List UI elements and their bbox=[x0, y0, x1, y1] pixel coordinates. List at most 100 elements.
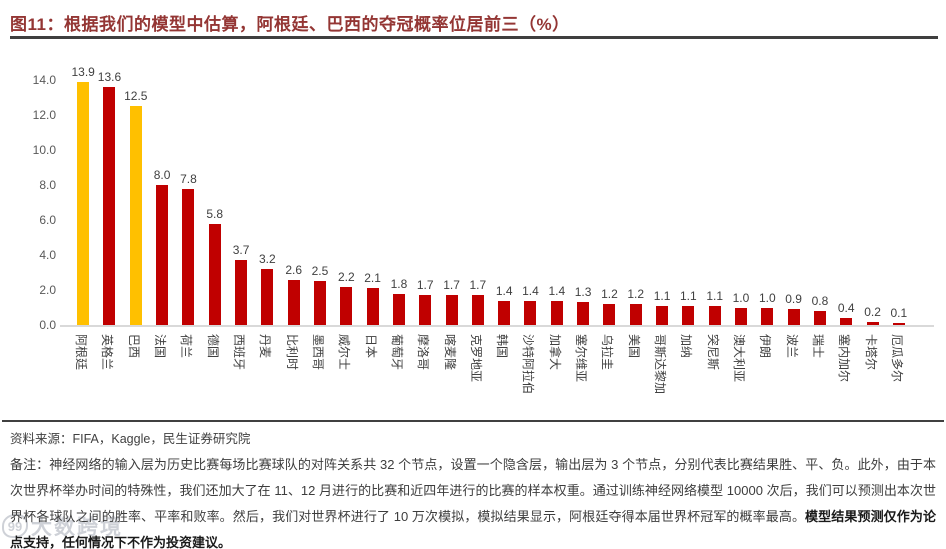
bar bbox=[392, 293, 405, 325]
bar bbox=[656, 305, 669, 325]
x-axis-label: 西班牙 bbox=[232, 334, 247, 371]
x-axis-label-slot: 加拿大 bbox=[544, 334, 570, 426]
bar bbox=[313, 281, 326, 325]
x-axis-label-slot: 加纳 bbox=[675, 334, 701, 426]
x-axis-label: 韩国 bbox=[495, 334, 510, 359]
bar bbox=[761, 307, 774, 325]
x-axis-label-slot: 克罗地亚 bbox=[465, 334, 491, 426]
bar bbox=[103, 87, 116, 325]
bar-slot: 1.7 bbox=[438, 80, 464, 325]
bar bbox=[261, 269, 274, 325]
bar-value-label: 2.6 bbox=[285, 262, 302, 277]
bar-slot: 1.0 bbox=[754, 80, 780, 325]
x-axis-label-slot: 韩国 bbox=[491, 334, 517, 426]
x-axis-labels: 阿根廷 英格兰 巴西 法国 荷兰 德国 西班牙 丹麦 比利时 墨西哥 威尔士 日本 葡萄牙 摩洛哥 喀麦隆克… bbox=[70, 334, 912, 426]
x-axis-label: 克罗地亚 bbox=[468, 334, 483, 383]
bar-value-label: 0.4 bbox=[837, 301, 855, 315]
bar bbox=[734, 307, 747, 325]
y-axis-tick-label: 10.0 bbox=[32, 143, 56, 157]
x-axis-label: 厄瓜多尔 bbox=[889, 334, 904, 383]
bar bbox=[419, 295, 432, 325]
bar-slot: 0.1 bbox=[886, 80, 912, 325]
bar-slot: 13.6 bbox=[96, 70, 122, 325]
bar-slot: 1.8 bbox=[386, 80, 412, 325]
bar-value-label: 7.8 bbox=[180, 171, 197, 186]
y-axis-tick-label: 12.0 bbox=[32, 108, 56, 122]
bar-slot: 1.2 bbox=[596, 80, 622, 325]
x-axis-label: 荷兰 bbox=[179, 334, 194, 359]
x-axis-label: 威尔士 bbox=[337, 334, 352, 371]
x-axis-label: 哥斯达黎加 bbox=[653, 334, 668, 395]
bar bbox=[603, 304, 616, 325]
bar-value-label: 2.1 bbox=[364, 271, 381, 286]
x-axis-label-slot: 墨西哥 bbox=[307, 334, 333, 426]
x-axis-label-slot: 波兰 bbox=[780, 334, 806, 426]
x-axis-label-slot: 葡萄牙 bbox=[386, 334, 412, 426]
bar-value-label: 1.1 bbox=[680, 288, 697, 303]
title-divider bbox=[10, 36, 938, 39]
x-axis-label: 加拿大 bbox=[547, 334, 562, 371]
x-axis-label-slot: 瑞士 bbox=[807, 334, 833, 426]
bar-value-label: 1.1 bbox=[706, 288, 723, 303]
bar bbox=[840, 318, 853, 325]
bar-slot: 2.6 bbox=[281, 80, 307, 325]
x-axis-label: 法国 bbox=[153, 334, 168, 359]
bar-slot: 0.4 bbox=[833, 80, 859, 325]
bar-value-label: 1.4 bbox=[522, 283, 539, 298]
bar-slot: 1.4 bbox=[517, 80, 543, 325]
bar-value-label: 8.0 bbox=[153, 168, 171, 182]
x-axis-label: 墨西哥 bbox=[310, 334, 325, 371]
figure-title: 图11：根据我们的模型中估算，阿根廷、巴西的夺冠概率位居前三（%） bbox=[10, 15, 570, 34]
bar-slot: 5.8 bbox=[202, 80, 228, 325]
x-axis-label-slot: 法国 bbox=[149, 334, 175, 426]
y-axis-tick-label: 14.0 bbox=[32, 73, 56, 87]
bar bbox=[182, 188, 195, 325]
bar-value-label: 1.7 bbox=[443, 278, 460, 293]
bar bbox=[129, 106, 142, 325]
bar-slot: 1.1 bbox=[702, 80, 728, 325]
note-text: 备注：神经网络的输入层为历史比赛每场比赛球队的对阵关系共 32 个节点，设置一个… bbox=[10, 457, 936, 524]
bar-slot: 1.7 bbox=[465, 80, 491, 325]
bar-slot: 2.2 bbox=[333, 80, 359, 325]
bar-slot: 3.7 bbox=[228, 80, 254, 325]
x-axis-label: 美国 bbox=[626, 334, 641, 359]
x-axis-label: 日本 bbox=[363, 334, 378, 359]
bar-slot: 0.8 bbox=[807, 80, 833, 325]
y-axis-tick-label: 6.0 bbox=[39, 213, 56, 227]
bar bbox=[156, 185, 169, 325]
bar bbox=[892, 323, 905, 325]
bar-slot: 1.1 bbox=[649, 80, 675, 325]
bar-value-label: 5.8 bbox=[206, 206, 224, 221]
x-axis-label-slot: 塞内加尔 bbox=[833, 334, 859, 426]
source-line: 资料来源：FIFA，Kaggle，民生证券研究院 bbox=[10, 432, 251, 446]
x-axis-label-slot: 伊朗 bbox=[754, 334, 780, 426]
bar bbox=[340, 286, 353, 325]
bar bbox=[235, 260, 248, 325]
plot-area: 13.9 13.6 12.5 8.0 7.8 5.8 3.7 3.2 2.6 2.5 2.2 2.1 1… bbox=[70, 65, 912, 325]
y-axis-tick-label: 4.0 bbox=[39, 248, 56, 262]
x-axis-label-slot: 沙特阿拉伯 bbox=[517, 334, 543, 426]
bar-value-label: 1.4 bbox=[495, 283, 513, 298]
bar-value-label: 1.2 bbox=[601, 287, 618, 301]
bar-value-label: 1.0 bbox=[758, 290, 776, 305]
bar-value-label: 1.7 bbox=[469, 278, 487, 293]
bar-value-label: 13.9 bbox=[71, 64, 95, 79]
bar bbox=[787, 309, 800, 325]
bar-value-label: 0.1 bbox=[890, 306, 908, 321]
x-axis-label-slot: 澳大利亚 bbox=[728, 334, 754, 426]
x-axis-label-slot: 厄瓜多尔 bbox=[886, 334, 912, 426]
bar-slot: 0.9 bbox=[780, 80, 806, 325]
bar-slot: 7.8 bbox=[175, 80, 201, 325]
footer: 资料来源：FIFA，Kaggle，民生证券研究院 备注：神经网络的输入层为历史比… bbox=[2, 420, 944, 549]
bar-slot: 3.2 bbox=[254, 80, 280, 325]
x-axis-label-slot: 阿根廷 bbox=[70, 334, 96, 426]
bar bbox=[287, 279, 300, 325]
x-axis-label-slot: 日本 bbox=[359, 334, 385, 426]
bar-value-label: 12.5 bbox=[124, 89, 148, 104]
y-axis-tick-label: 2.0 bbox=[39, 283, 56, 297]
x-axis-label: 比利时 bbox=[284, 334, 299, 371]
x-axis-label: 阿根廷 bbox=[74, 334, 89, 371]
x-axis-label-slot: 威尔士 bbox=[333, 334, 359, 426]
x-axis-label-slot: 哥斯达黎加 bbox=[649, 334, 675, 426]
